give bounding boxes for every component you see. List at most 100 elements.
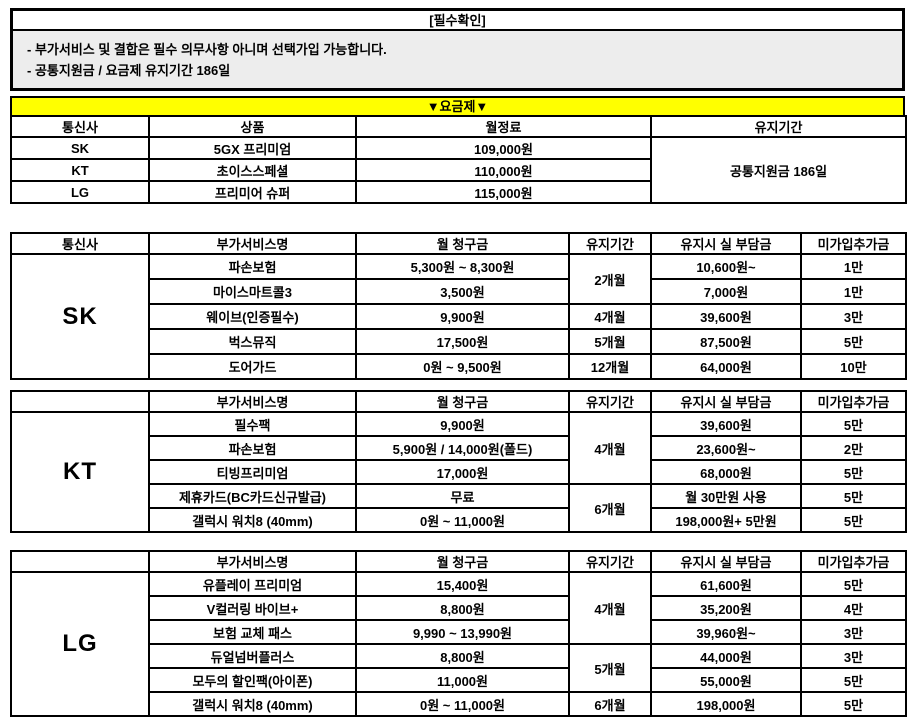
plan-row-sk: SK 5GX 프리미엄 109,000원 공통지원금 186일 [10, 136, 907, 204]
plan-row-kt: KT 초이스스페셜 110,000원 [10, 158, 906, 182]
period-cell: 2개월 [568, 253, 652, 305]
addon-row: SK 파손보험 5,300원 ~ 8,300원 2개월 10,600원~ 1만 [10, 253, 907, 380]
period-cell: 4개월 [568, 571, 652, 645]
header-cell-monthly: 월 청구금 [355, 550, 570, 573]
header-cell-carrier: 통신사 [10, 115, 150, 138]
burden-cell: 61,600원 [650, 571, 802, 597]
service-cell: 파손보험 [148, 435, 357, 461]
monthly-cell: 11,000원 [355, 667, 570, 693]
addon-row: 보험 교체 패스 9,990 ~ 13,990원 39,960원~ 3만 [11, 619, 907, 645]
header-cell-penalty: 미가입추가금 [800, 390, 907, 413]
blank-cell [10, 550, 150, 573]
addon-header-row: 통신사 부가서비스명 월 청구금 유지기간 유지시 실 부담금 미가입추가금 [10, 232, 907, 255]
penalty-cell: 5만 [800, 691, 907, 717]
penalty-cell: 5만 [800, 667, 907, 693]
shared-period-cell: 공통지원금 186일 [650, 136, 907, 204]
plan-banner: ▼요금제▼ [10, 96, 905, 117]
product-cell: 프리미어 슈퍼 [148, 180, 357, 204]
burden-cell: 68,000원 [650, 459, 802, 485]
addon-row: 갤럭시 워치8 (40mm) 0원 ~ 11,000원 198,000원+ 5만… [11, 507, 907, 533]
service-cell: 마이스마트콜3 [148, 278, 357, 305]
burden-cell: 198,000원 [650, 691, 802, 717]
burden-cell: 35,200원 [650, 595, 802, 621]
header-cell-period: 유지기간 [650, 115, 907, 138]
header-cell-monthly: 월 청구금 [355, 390, 570, 413]
monthly-cell: 0원 ~ 11,000원 [355, 507, 570, 533]
header-cell-penalty: 미가입추가금 [800, 550, 907, 573]
header-cell-product: 상품 [148, 115, 357, 138]
monthly-cell: 17,500원 [355, 328, 570, 355]
period-cell: 5개월 [568, 643, 652, 693]
monthly-cell: 17,000원 [355, 459, 570, 485]
burden-cell: 44,000원 [650, 643, 802, 669]
notice-title: [필수확인] [13, 11, 902, 31]
monthly-fee-cell: 115,000원 [355, 180, 652, 204]
burden-cell: 39,600원 [650, 411, 802, 437]
carrier-label-kt: KT [10, 411, 150, 533]
carrier-label-lg: LG [10, 571, 150, 717]
addon-row: 도어가드 0원 ~ 9,500원 12개월 64,000원 10만 [11, 353, 907, 380]
penalty-cell: 5만 [800, 411, 907, 437]
notice-line-1: - 부가서비스 및 결합은 필수 의무사항 아니며 선택가입 가능합니다. [27, 42, 387, 57]
product-cell: 5GX 프리미엄 [148, 136, 357, 160]
carrier-label-sk: SK [10, 253, 150, 380]
header-cell-period: 유지기간 [568, 390, 652, 413]
service-cell: 파손보험 [148, 253, 357, 280]
penalty-cell: 2만 [800, 435, 907, 461]
plan-row-lg: LG 프리미어 슈퍼 115,000원 [10, 180, 906, 204]
penalty-cell: 5만 [800, 459, 907, 485]
period-cell: 6개월 [568, 691, 652, 717]
service-cell: 갤럭시 워치8 (40mm) [148, 507, 357, 533]
service-cell: 벅스뮤직 [148, 328, 357, 355]
addon-table-lg: 부가서비스명 월 청구금 유지기간 유지시 실 부담금 미가입추가금 LG 유플… [10, 550, 907, 717]
addon-row: V컬러링 바이브+ 8,800원 35,200원 4만 [11, 595, 907, 621]
header-cell-period: 유지기간 [568, 550, 652, 573]
penalty-cell: 3만 [800, 619, 907, 645]
product-cell: 초이스스페셜 [148, 158, 357, 182]
carrier-cell: SK [10, 136, 150, 160]
burden-cell: 55,000원 [650, 667, 802, 693]
addon-row: 듀얼넘버플러스 8,800원 5개월 44,000원 3만 [11, 643, 907, 693]
monthly-cell: 0원 ~ 11,000원 [355, 691, 570, 717]
header-cell-service: 부가서비스명 [148, 550, 357, 573]
header-cell-burden: 유지시 실 부담금 [650, 390, 802, 413]
monthly-cell: 5,300원 ~ 8,300원 [355, 253, 570, 280]
carrier-cell: KT [10, 158, 150, 182]
monthly-cell: 9,900원 [355, 303, 570, 330]
monthly-cell: 8,800원 [355, 595, 570, 621]
addon-row: 마이스마트콜3 3,500원 7,000원 1만 [11, 278, 907, 305]
notice-body: - 부가서비스 및 결합은 필수 의무사항 아니며 선택가입 가능합니다. - … [13, 31, 902, 88]
monthly-cell: 3,500원 [355, 278, 570, 305]
header-cell-carrier: 통신사 [10, 232, 150, 255]
monthly-cell: 0원 ~ 9,500원 [355, 353, 570, 380]
burden-cell: 39,960원~ [650, 619, 802, 645]
service-cell: 도어가드 [148, 353, 357, 380]
addon-row: 벅스뮤직 17,500원 5개월 87,500원 5만 [11, 328, 907, 355]
header-cell-penalty: 미가입추가금 [800, 232, 907, 255]
addon-row: LG 유플레이 프리미엄 15,400원 4개월 61,600원 5만 [10, 571, 907, 717]
period-cell: 6개월 [568, 483, 652, 533]
addon-row: 갤럭시 워치8 (40mm) 0원 ~ 11,000원 6개월 198,000원… [11, 691, 907, 717]
penalty-cell: 3만 [800, 643, 907, 669]
header-cell-monthly: 월 청구금 [355, 232, 570, 255]
addon-table-kt: 부가서비스명 월 청구금 유지기간 유지시 실 부담금 미가입추가금 KT 필수… [10, 390, 907, 533]
service-cell: 갤럭시 워치8 (40mm) [148, 691, 357, 717]
monthly-cell: 9,900원 [355, 411, 570, 437]
period-cell: 5개월 [568, 328, 652, 355]
header-cell-monthly-fee: 월정료 [355, 115, 652, 138]
burden-cell: 39,600원 [650, 303, 802, 330]
burden-cell: 월 30만원 사용 [650, 483, 802, 509]
addon-header-row: 부가서비스명 월 청구금 유지기간 유지시 실 부담금 미가입추가금 [10, 390, 907, 413]
penalty-cell: 5만 [800, 483, 907, 509]
monthly-cell: 8,800원 [355, 643, 570, 669]
penalty-cell: 5만 [800, 507, 907, 533]
header-cell-burden: 유지시 실 부담금 [650, 550, 802, 573]
addon-row: KT 필수팩 9,900원 4개월 39,600원 5만 [10, 411, 907, 533]
addon-row: 티빙프리미엄 17,000원 68,000원 5만 [11, 459, 907, 485]
monthly-fee-cell: 109,000원 [355, 136, 652, 160]
monthly-fee-cell: 110,000원 [355, 158, 652, 182]
penalty-cell: 4만 [800, 595, 907, 621]
penalty-cell: 1만 [800, 253, 907, 280]
notice-box: [필수확인] - 부가서비스 및 결합은 필수 의무사항 아니며 선택가입 가능… [10, 8, 905, 91]
burden-cell: 198,000원+ 5만원 [650, 507, 802, 533]
